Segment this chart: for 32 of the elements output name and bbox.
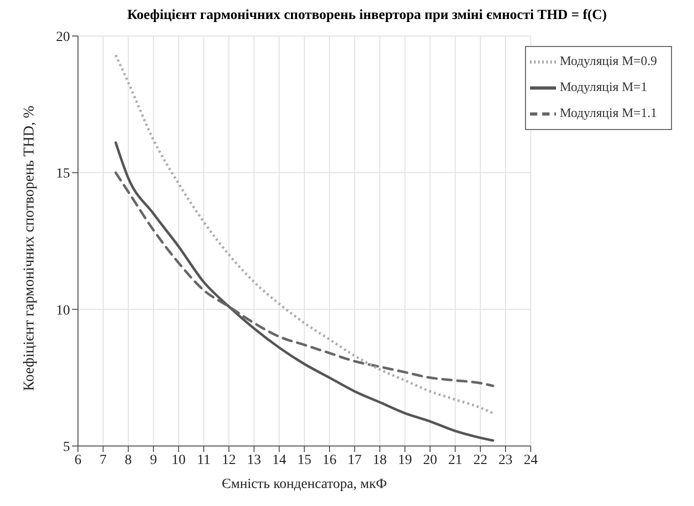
x-tick-label: 12 <box>222 452 236 468</box>
y-tick-label: 10 <box>56 303 70 318</box>
x-tick-label: 8 <box>124 452 132 468</box>
x-tick-label: 13 <box>247 452 262 468</box>
x-tick-label: 23 <box>498 452 513 468</box>
x-tick-label: 6 <box>74 452 82 468</box>
legend-label: Модуляція M=0.9 <box>560 52 657 68</box>
line-series <box>114 141 494 442</box>
x-tick-label: 20 <box>423 452 438 468</box>
x-tick-label: 21 <box>448 452 462 468</box>
x-tick-label: 9 <box>150 452 157 468</box>
x-tick-label: 17 <box>348 452 362 468</box>
line-series <box>114 54 494 414</box>
legend-label: Модуляція M=1 <box>560 78 648 94</box>
y-tick-label: 20 <box>56 30 70 45</box>
x-tick-label: 22 <box>473 452 488 468</box>
x-tick-label: 7 <box>100 452 107 468</box>
x-tick-label: 24 <box>524 452 538 468</box>
line-series <box>114 171 494 388</box>
x-tick-label: 18 <box>372 452 387 468</box>
legend-label: Модуляція M=1.1 <box>560 104 657 120</box>
x-tick-label: 15 <box>297 452 312 468</box>
y-tick-label: 5 <box>63 440 70 455</box>
x-tick-label: 14 <box>272 452 286 468</box>
x-tick-label: 19 <box>398 452 412 468</box>
x-tick-label: 16 <box>322 452 336 468</box>
chart-title: Коефіцієнт гармонічних спотворень інвертора при зміні ємності THD = f(C) <box>126 8 608 25</box>
y-tick-label: 15 <box>56 166 70 182</box>
x-axis-title: Ємність конденсатора, мкФ <box>222 477 387 492</box>
y-axis-title: Коефіцієнт гармонічних спотворень THD, % <box>21 106 38 391</box>
x-tick-label: 10 <box>172 452 186 468</box>
x-tick-label: 11 <box>197 452 210 468</box>
